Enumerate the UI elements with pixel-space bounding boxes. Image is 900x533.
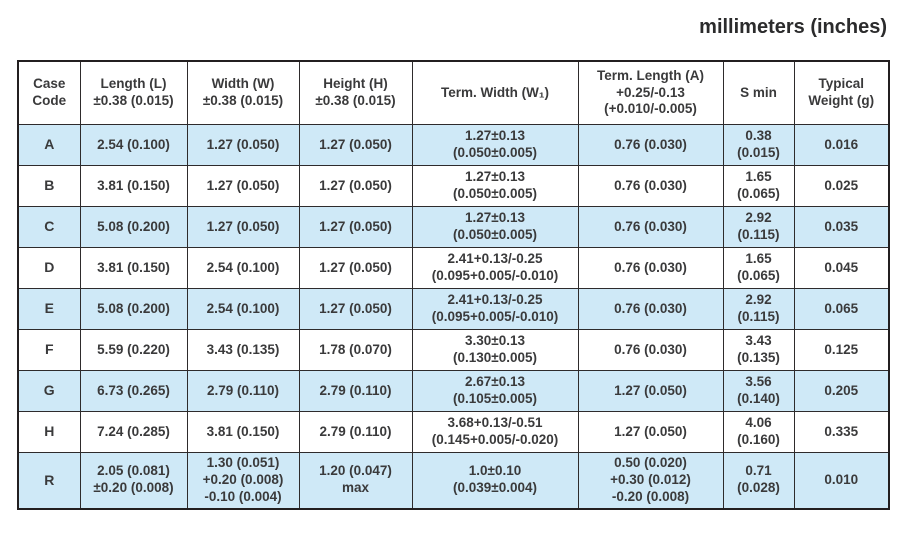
value-cell: 1.27 (0.050) <box>577 411 724 453</box>
value-cell: 1.65 (0.065) <box>722 165 795 207</box>
value-cell: 1.27 (0.050) <box>186 165 300 207</box>
value-cell: 1.27 (0.050) <box>298 206 413 248</box>
header-width: Width (W) ±0.38 (0.015) <box>186 60 300 125</box>
case-code-cell: A <box>17 124 81 166</box>
table-row: R 2.05 (0.081) ±0.20 (0.008) 1.30 (0.051) … <box>17 451 890 510</box>
value-cell: 2.79 (0.110) <box>186 370 300 412</box>
value-cell: 0.335 <box>793 411 890 453</box>
table-row: A 2.54 (0.100) 1.27 (0.050) 1.27 (0.050) 1.2… <box>17 124 890 166</box>
header-s-min: S min <box>722 60 795 125</box>
table-row: H 7.24 (0.285) 3.81 (0.150) 2.79 (0.110) 3.6… <box>17 411 890 453</box>
value-cell: 0.76 (0.030) <box>577 124 724 166</box>
value-cell: 5.08 (0.200) <box>79 206 188 248</box>
value-cell: 5.59 (0.220) <box>79 329 188 371</box>
value-cell: 0.065 <box>793 288 890 330</box>
units-title: millimeters (inches) <box>699 16 887 38</box>
value-cell: 1.27±0.13 (0.050±0.005) <box>411 206 579 248</box>
value-cell: 3.81 (0.150) <box>186 411 300 453</box>
table-row: E 5.08 (0.200) 2.54 (0.100) 1.27 (0.050) 2.4… <box>17 288 890 330</box>
value-cell: 2.79 (0.110) <box>298 370 413 412</box>
value-cell: 0.76 (0.030) <box>577 288 724 330</box>
value-cell: 1.27 (0.050) <box>298 165 413 207</box>
value-cell: 5.08 (0.200) <box>79 288 188 330</box>
value-cell: 0.76 (0.030) <box>577 247 724 289</box>
case-code-cell: D <box>17 247 81 289</box>
case-code-cell: G <box>17 370 81 412</box>
value-cell: 2.41+0.13/-0.25 (0.095+0.005/-0.010) <box>411 288 579 330</box>
value-cell: 0.205 <box>793 370 890 412</box>
value-cell: 1.20 (0.047) max <box>298 451 413 510</box>
table-row: C 5.08 (0.200) 1.27 (0.050) 1.27 (0.050) 1.2… <box>17 206 890 248</box>
value-cell: 3.56 (0.140) <box>722 370 795 412</box>
value-cell: 1.27 (0.050) <box>298 288 413 330</box>
value-cell: 0.50 (0.020) +0.30 (0.012) -0.20 (0.008) <box>577 451 724 510</box>
value-cell: 2.54 (0.100) <box>186 288 300 330</box>
value-cell: 1.78 (0.070) <box>298 329 413 371</box>
value-cell: 2.54 (0.100) <box>79 124 188 166</box>
header-row: Case Code Length (L) ±0.38 (0.015) Width… <box>17 60 890 125</box>
value-cell: 1.27 (0.050) <box>186 124 300 166</box>
value-cell: 3.81 (0.150) <box>79 247 188 289</box>
value-cell: 0.76 (0.030) <box>577 165 724 207</box>
case-code-cell: H <box>17 411 81 453</box>
table-row: G 6.73 (0.265) 2.79 (0.110) 2.79 (0.110) 2.6… <box>17 370 890 412</box>
case-code-cell: F <box>17 329 81 371</box>
value-cell: 0.025 <box>793 165 890 207</box>
value-cell: 1.65 (0.065) <box>722 247 795 289</box>
value-cell: 3.68+0.13/-0.51 (0.145+0.005/-0.020) <box>411 411 579 453</box>
value-cell: 1.30 (0.051) +0.20 (0.008) -0.10 (0.004) <box>186 451 300 510</box>
value-cell: 2.67±0.13 (0.105±0.005) <box>411 370 579 412</box>
header-term-width: Term. Width (W₁) <box>411 60 579 125</box>
value-cell: 1.27 (0.050) <box>298 124 413 166</box>
value-cell: 2.54 (0.100) <box>186 247 300 289</box>
value-cell: 0.76 (0.030) <box>577 206 724 248</box>
value-cell: 3.43 (0.135) <box>186 329 300 371</box>
value-cell: 0.035 <box>793 206 890 248</box>
value-cell: 0.125 <box>793 329 890 371</box>
value-cell: 0.76 (0.030) <box>577 329 724 371</box>
case-code-cell: B <box>17 165 81 207</box>
table-header: Case Code Length (L) ±0.38 (0.015) Width… <box>17 60 890 125</box>
value-cell: 3.30±0.13 (0.130±0.005) <box>411 329 579 371</box>
value-cell: 1.27 (0.050) <box>577 370 724 412</box>
value-cell: 1.0±0.10 (0.039±0.004) <box>411 451 579 510</box>
value-cell: 0.71 (0.028) <box>722 451 795 510</box>
dimensions-table: Case Code Length (L) ±0.38 (0.015) Width… <box>17 60 890 510</box>
value-cell: 0.045 <box>793 247 890 289</box>
header-typ-weight: Typical Weight (g) <box>793 60 890 125</box>
table-body: A 2.54 (0.100) 1.27 (0.050) 1.27 (0.050) 1.2… <box>17 124 890 510</box>
value-cell: 2.92 (0.115) <box>722 288 795 330</box>
header-height: Height (H) ±0.38 (0.015) <box>298 60 413 125</box>
table-row: D 3.81 (0.150) 2.54 (0.100) 1.27 (0.050) 2.4… <box>17 247 890 289</box>
header-length: Length (L) ±0.38 (0.015) <box>79 60 188 125</box>
table-row: B 3.81 (0.150) 1.27 (0.050) 1.27 (0.050) 1.2… <box>17 165 890 207</box>
value-cell: 0.016 <box>793 124 890 166</box>
value-cell: 3.43 (0.135) <box>722 329 795 371</box>
value-cell: 4.06 (0.160) <box>722 411 795 453</box>
case-code-cell: R <box>17 451 81 510</box>
value-cell: 7.24 (0.285) <box>79 411 188 453</box>
value-cell: 3.81 (0.150) <box>79 165 188 207</box>
value-cell: 2.41+0.13/-0.25 (0.095+0.005/-0.010) <box>411 247 579 289</box>
value-cell: 0.38 (0.015) <box>722 124 795 166</box>
value-cell: 1.27±0.13 (0.050±0.005) <box>411 124 579 166</box>
table-row: F 5.59 (0.220) 3.43 (0.135) 1.78 (0.070) 3.3… <box>17 329 890 371</box>
case-code-cell: C <box>17 206 81 248</box>
value-cell: 6.73 (0.265) <box>79 370 188 412</box>
value-cell: 2.79 (0.110) <box>298 411 413 453</box>
header-term-length: Term. Length (A) +0.25/-0.13 (+0.010/-0.… <box>577 60 724 125</box>
value-cell: 1.27 (0.050) <box>298 247 413 289</box>
value-cell: 1.27 (0.050) <box>186 206 300 248</box>
value-cell: 2.92 (0.115) <box>722 206 795 248</box>
value-cell: 0.010 <box>793 451 890 510</box>
header-case-code: Case Code <box>17 60 81 125</box>
value-cell: 2.05 (0.081) ±0.20 (0.008) <box>79 451 188 510</box>
case-code-cell: E <box>17 288 81 330</box>
value-cell: 1.27±0.13 (0.050±0.005) <box>411 165 579 207</box>
